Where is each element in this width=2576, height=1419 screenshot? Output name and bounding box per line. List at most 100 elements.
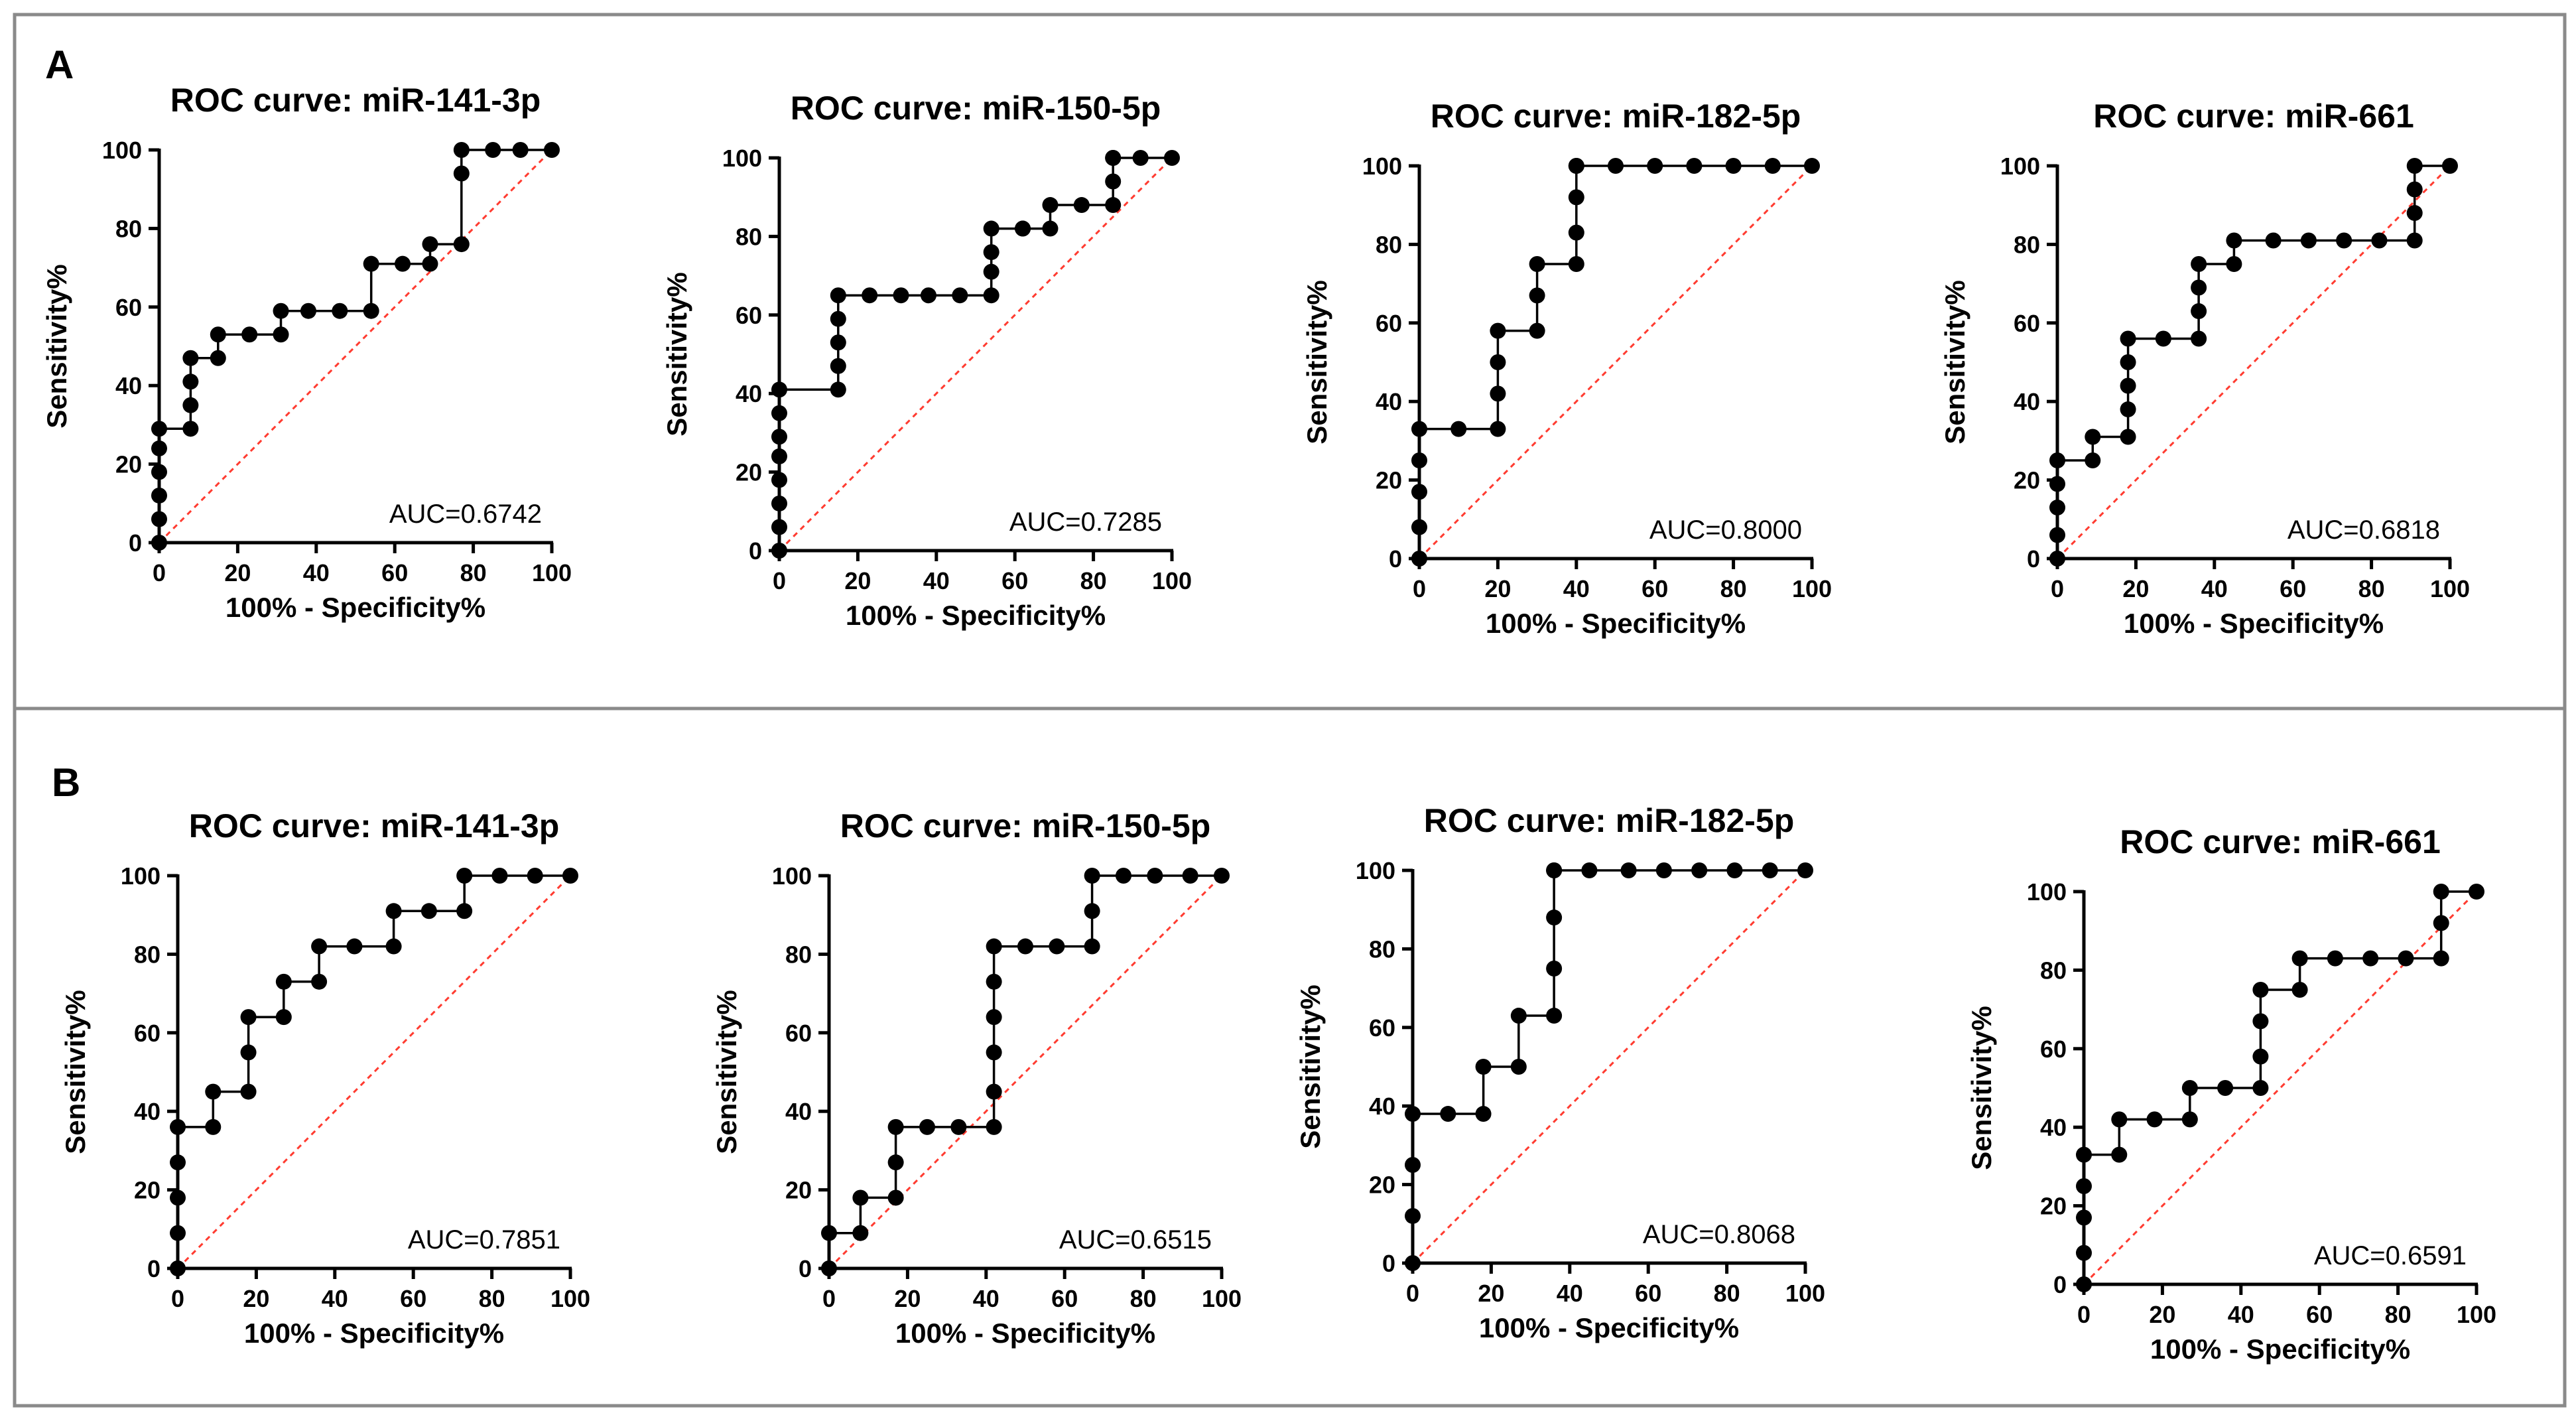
roc-data-point [1147,868,1163,884]
x-tick-label: 60 [1051,1285,1078,1312]
y-tick-label: 60 [2040,1036,2067,1063]
roc-data-point [983,263,999,280]
x-tick-label: 100 [550,1285,590,1312]
roc-data-point [1647,158,1663,174]
x-tick-label: 20 [1484,575,1511,602]
roc-data-point [852,1225,869,1241]
x-tick-label: 20 [224,559,251,586]
y-tick-label: 0 [799,1255,812,1282]
roc-data-point [2146,1111,2163,1128]
roc-data-point [771,543,787,559]
y-tick-label: 60 [134,1020,161,1047]
roc-data-point [2433,884,2449,900]
y-tick-label: 20 [736,459,762,486]
x-tick-label: 20 [844,567,871,594]
x-axis-label: 100% - Specificity% [2124,608,2384,639]
y-tick-label: 60 [736,302,762,329]
roc-data-point [830,310,846,327]
y-tick-label: 40 [1376,388,1402,415]
roc-data-point [2049,452,2065,468]
x-tick-label: 60 [2280,575,2306,602]
roc-data-point [2362,950,2379,967]
roc-data-point [170,1189,186,1206]
roc-data-point [527,868,543,884]
roc-data-point [821,1260,837,1276]
roc-data-point [887,1118,904,1135]
x-tick-label: 80 [2385,1301,2412,1328]
y-tick-label: 40 [2014,388,2040,415]
y-axis-label: Sensitivity% [711,990,742,1154]
roc-data-point [170,1225,186,1241]
panel-b-letter: B [52,760,80,805]
x-tick-label: 100 [2457,1301,2496,1328]
auc-label: AUC=0.8000 [1649,515,1802,545]
roc-data-point [1529,287,1545,304]
roc-curve-line [2056,165,2450,559]
y-tick-label: 20 [2014,467,2040,494]
roc-data-point [2291,982,2308,998]
roc-data-point [456,903,473,919]
roc-data-point [240,1044,257,1061]
roc-data-point [2433,915,2449,931]
x-tick-label: 60 [1001,567,1028,594]
roc-data-point [1017,938,1033,955]
roc-data-point [395,255,411,272]
roc-data-point [205,1083,222,1100]
roc-data-point [485,142,501,158]
x-tick-label: 80 [1714,1280,1740,1307]
roc-data-point [1568,189,1584,206]
roc-chart-1: ROC curve: miR-141-3p 0 20 40 60 80 100 0 20 40 60… [41,82,572,623]
roc-data-point [1490,322,1506,339]
roc-data-point [1510,1059,1527,1075]
roc-data-point [210,326,226,343]
x-tick-label: 80 [2358,575,2385,602]
roc-data-point [453,165,470,182]
reference-diagonal-line [158,149,553,544]
roc-data-point [1797,862,1813,878]
x-tick-label: 80 [1080,567,1107,594]
x-tick-label: 40 [2228,1301,2254,1328]
reference-diagonal-line [778,157,1173,552]
roc-data-point [1116,868,1131,884]
roc-data-point [363,255,379,272]
roc-data-point [2076,1178,2092,1194]
y-tick-label: 80 [134,941,161,968]
roc-data-point [2371,232,2388,249]
roc-data-point [1405,1106,1421,1122]
panel-b-frame [13,707,2567,1408]
roc-data-point [2076,1276,2092,1292]
roc-chart-6: ROC curve: miR-150-5p 0 20 40 60 80 100 0 20 40 60… [711,807,1242,1349]
roc-data-point [422,236,438,253]
roc-data-point [346,938,363,955]
roc-data-point [771,495,787,511]
reference-diagonal-line [1418,165,1813,560]
x-tick-label: 80 [460,559,487,586]
x-tick-label: 0 [2051,575,2064,602]
roc-data-point [1084,868,1100,884]
roc-data-point [1411,421,1427,437]
roc-data-point [887,1154,904,1171]
x-tick-label: 100 [1152,567,1192,594]
roc-data-point [2120,401,2136,418]
roc-data-point [1691,862,1708,878]
auc-label: AUC=0.6591 [2314,1241,2467,1270]
roc-data-point [363,303,379,319]
y-tick-label: 0 [147,1255,161,1282]
roc-data-point [1568,256,1584,272]
roc-data-point [1686,158,1703,174]
y-axis-label: Sensitivity% [1939,280,1970,444]
roc-data-point [2085,429,2101,445]
roc-data-point [2111,1146,2128,1163]
x-tick-label: 80 [1720,575,1747,602]
y-tick-label: 40 [115,372,142,399]
y-tick-label: 60 [2014,310,2040,337]
x-tick-label: 0 [1413,575,1426,602]
roc-data-point [862,287,878,304]
chart-title: ROC curve: miR-661 [2120,823,2441,860]
charts-layer: ROC curve: miR-141-3p 0 20 40 60 80 100 0 20 40 60… [41,82,2496,1365]
x-axis-label: 100% - Specificity% [225,592,485,623]
y-tick-label: 0 [1389,545,1402,573]
roc-data-point [950,1118,967,1135]
roc-data-point [311,938,328,955]
